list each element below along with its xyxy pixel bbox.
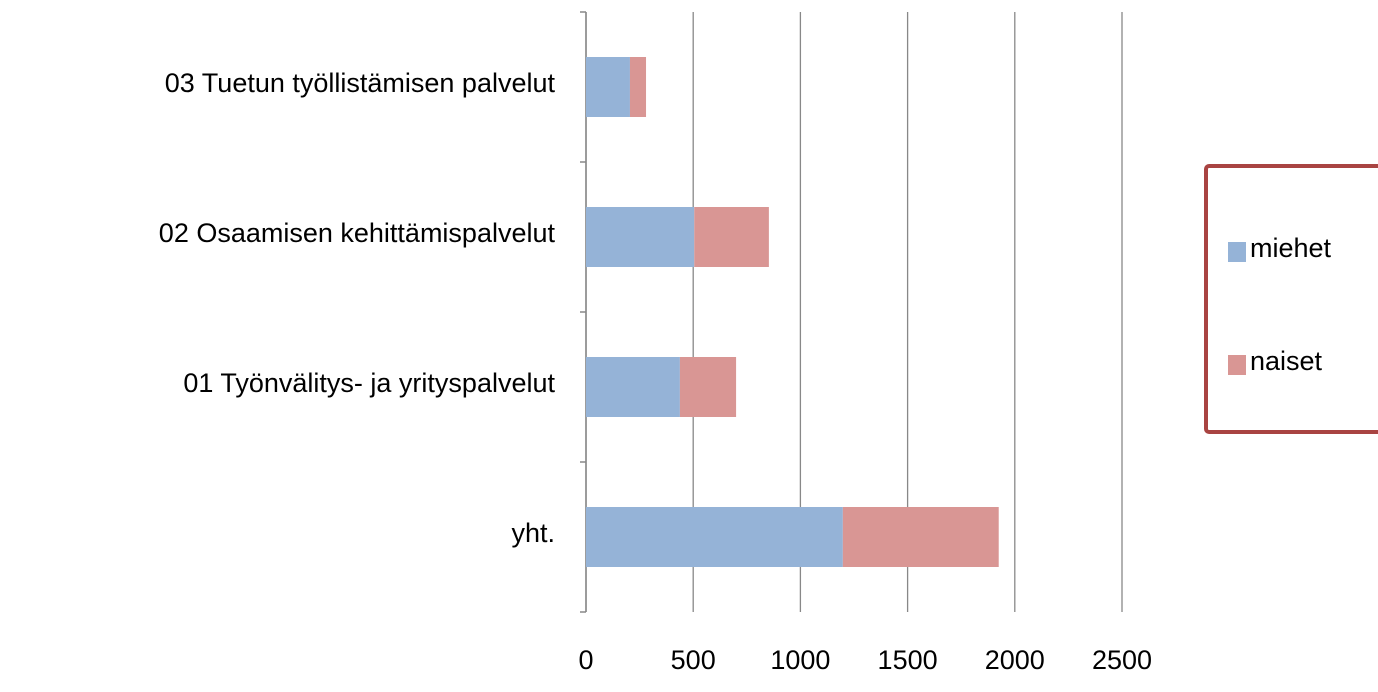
bar-segment <box>586 57 630 117</box>
y-tick-label: 02 Osaamisen kehittämispalvelut <box>159 218 556 248</box>
legend-label: naiset <box>1250 346 1323 376</box>
legend-swatch <box>1228 355 1246 375</box>
y-tick-label: 03 Tuetun työllistämisen palvelut <box>165 68 556 98</box>
legend-label: miehet <box>1250 233 1332 263</box>
bar-segment <box>694 207 769 267</box>
legend-swatch <box>1228 242 1246 262</box>
bar-segment <box>586 507 843 567</box>
bar-segment <box>586 207 695 267</box>
legend-box <box>1204 164 1378 434</box>
bar-segment <box>586 357 680 417</box>
y-tick-label: 01 Työnvälitys- ja yrityspalvelut <box>183 368 555 398</box>
bar-segment <box>679 357 737 417</box>
bar-segment <box>842 507 999 567</box>
bar-segment <box>629 57 647 117</box>
x-tick-label: 0 <box>578 645 593 675</box>
x-tick-label: 500 <box>671 645 716 675</box>
x-tick-label: 2000 <box>985 645 1045 675</box>
x-tick-label: 2500 <box>1092 645 1152 675</box>
y-tick-label: yht. <box>511 518 555 548</box>
x-tick-label: 1000 <box>770 645 830 675</box>
x-tick-label: 1500 <box>878 645 938 675</box>
